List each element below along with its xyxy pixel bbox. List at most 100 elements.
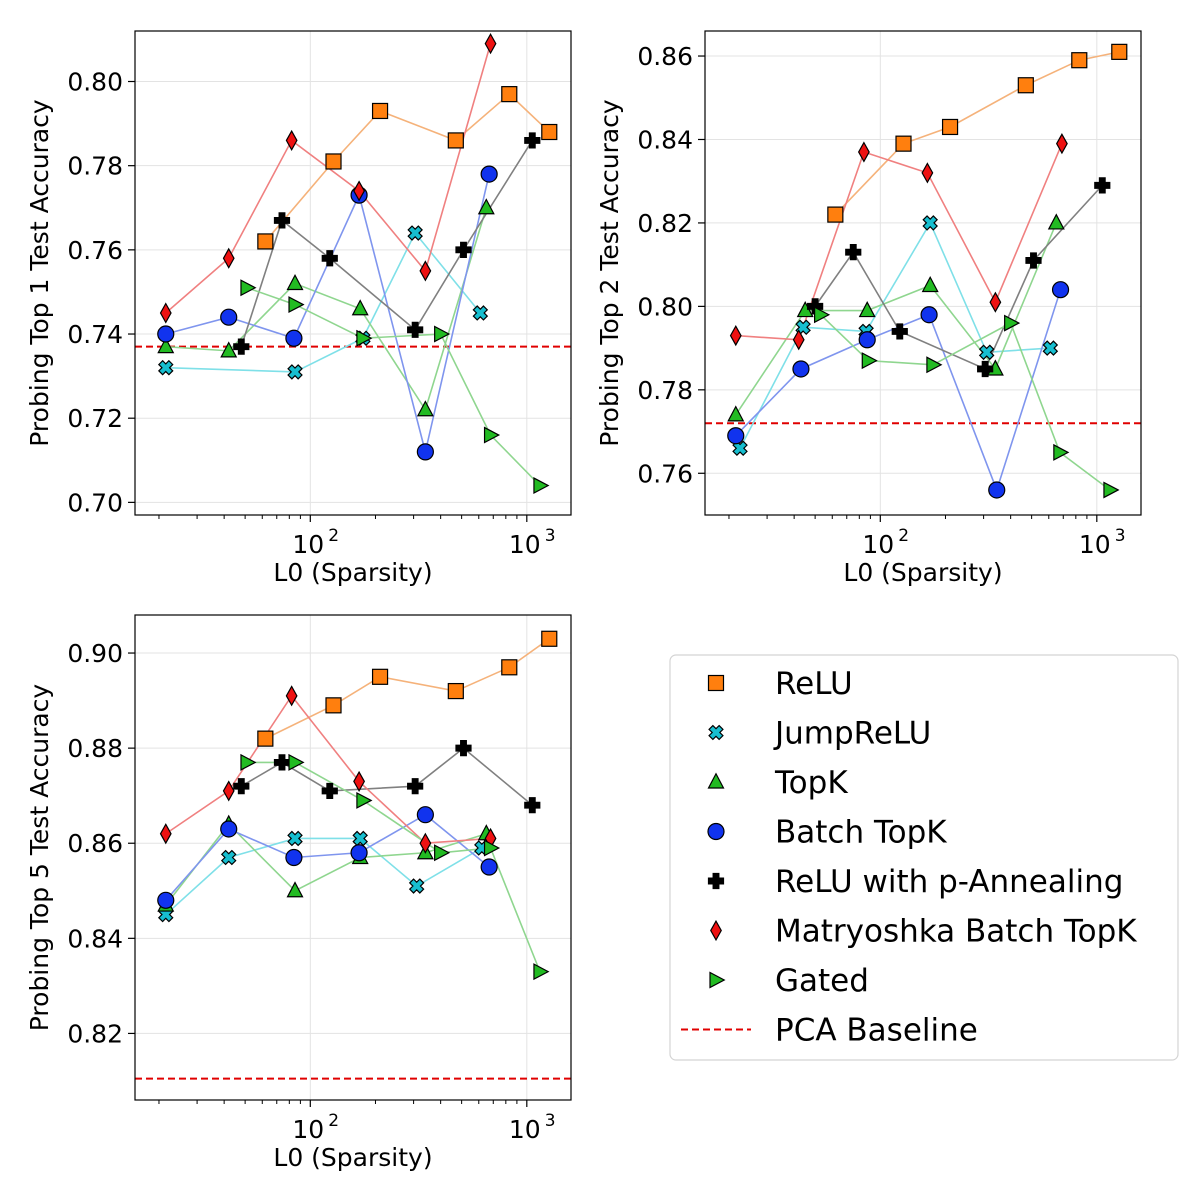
series-topk [727, 213, 1065, 422]
data-point-batch-topk [157, 325, 175, 343]
data-point-relu-with-p-annealing [524, 797, 541, 814]
data-point-gated [434, 844, 451, 862]
data-point-relu-with-p-annealing [407, 321, 424, 338]
data-point-relu [1111, 43, 1128, 60]
y-tick-label: 0.74 [67, 320, 123, 349]
x-tick-exponent: 2 [898, 526, 909, 546]
y-tick-label: 0.76 [67, 236, 123, 265]
data-point-gated [356, 791, 373, 809]
y-tick-label: 0.70 [67, 488, 123, 517]
data-point-batch-topk [416, 806, 434, 824]
data-point-jumprelu [1042, 340, 1059, 356]
legend-entry-topk: TopK [707, 765, 848, 801]
x-tick-label: 10 [292, 1115, 324, 1144]
data-point-matryoshka-batch-topk [857, 141, 870, 163]
series-matryoshka-batch-topk [159, 33, 497, 324]
series-relu-with-p-annealing [233, 132, 541, 355]
legend-marker-batch-topk [707, 822, 725, 841]
y-tick-label: 0.82 [637, 209, 693, 238]
legend-marker-gated [709, 971, 726, 989]
legend-marker-jumprelu [708, 724, 724, 741]
data-point-jumprelu [408, 878, 425, 894]
data-point-relu [541, 630, 558, 647]
legend-entry-gated: Gated [709, 963, 869, 999]
data-point-gated [533, 477, 550, 495]
data-point-matryoshka-batch-topk [353, 770, 366, 793]
series-batch-topk [157, 806, 498, 909]
data-point-gated [926, 356, 943, 374]
legend-label: Gated [775, 963, 869, 999]
data-point-matryoshka-batch-topk [921, 162, 934, 184]
data-point-relu-with-p-annealing [233, 778, 250, 795]
x-tick-label: 10 [1079, 530, 1111, 559]
series-line-relu [264, 638, 550, 740]
data-point-matryoshka-batch-topk [419, 832, 432, 854]
y-axis-label: Probing Top 1 Test Accuracy [25, 99, 54, 447]
y-tick-label: 0.80 [67, 68, 123, 97]
data-point-batch-topk [285, 848, 303, 867]
series-relu [827, 43, 1128, 223]
x-tick-label: 10 [862, 530, 894, 559]
series-line-relu [834, 51, 1120, 216]
data-point-jumprelu [220, 849, 237, 866]
data-point-jumprelu [472, 305, 489, 321]
data-point-relu-with-p-annealing [891, 323, 908, 340]
data-point-batch-topk [350, 844, 368, 862]
legend-label: Batch TopK [775, 815, 947, 851]
legend-entry-jumprelu: JumpReLU [708, 716, 931, 752]
data-point-relu [371, 102, 389, 120]
data-point-matryoshka-batch-topk [484, 33, 497, 55]
data-point-jumprelu [157, 359, 174, 376]
data-point-topk [286, 881, 304, 898]
series-relu-with-p-annealing [233, 740, 541, 814]
legend-marker-relu [707, 674, 725, 692]
data-point-gated [356, 329, 373, 347]
legend-label: PCA Baseline [775, 1013, 978, 1049]
legend-entry-pca-baseline: PCA Baseline [681, 1013, 978, 1049]
y-tick-label: 0.86 [637, 42, 693, 71]
y-tick-label: 0.86 [67, 829, 123, 858]
data-point-batch-topk [157, 891, 175, 909]
data-point-jumprelu [287, 364, 303, 380]
y-axis-label: Probing Top 5 Test Accuracy [25, 684, 54, 1032]
data-point-topk [351, 299, 369, 316]
data-point-matryoshka-batch-topk [792, 329, 805, 351]
y-tick-label: 0.78 [637, 376, 693, 405]
data-point-batch-topk [480, 858, 498, 876]
x-tick-label: 10 [292, 530, 324, 559]
data-point-gated [814, 306, 831, 324]
y-tick-label: 0.90 [67, 639, 123, 668]
series-line-jumprelu [739, 221, 1051, 449]
data-point-jumprelu [287, 830, 303, 847]
data-point-jumprelu [407, 225, 423, 241]
data-point-batch-topk [416, 443, 434, 461]
series-line-topk [165, 207, 488, 412]
series-topk [157, 198, 495, 417]
data-point-gated [434, 325, 451, 343]
series-batch-topk [727, 281, 1070, 499]
data-point-relu-with-p-annealing [977, 360, 994, 378]
data-point-gated [1004, 314, 1021, 332]
grid [135, 615, 571, 1100]
data-point-batch-topk [858, 331, 876, 349]
data-point-relu [501, 659, 518, 676]
data-point-batch-topk [988, 481, 1006, 499]
data-point-topk [157, 337, 175, 354]
data-point-gated [533, 963, 550, 981]
legend-entry-matryoshka-batch-topk: Matryoshka Batch TopK [710, 914, 1137, 950]
data-point-matryoshka-batch-topk [419, 260, 432, 282]
data-point-matryoshka-batch-topk [285, 129, 298, 152]
series-relu [257, 86, 558, 250]
plot-frame [134, 30, 572, 516]
data-point-relu [447, 682, 464, 700]
data-point-relu [827, 206, 844, 223]
data-point-relu [895, 135, 912, 152]
data-point-matryoshka-batch-topk [729, 324, 742, 347]
series-line-jumprelu [165, 837, 483, 916]
x-axis-label: L0 (Sparsity) [273, 558, 432, 587]
data-point-relu [541, 123, 558, 141]
data-point-relu [371, 668, 389, 685]
x-tick-label: 10 [509, 1115, 541, 1144]
